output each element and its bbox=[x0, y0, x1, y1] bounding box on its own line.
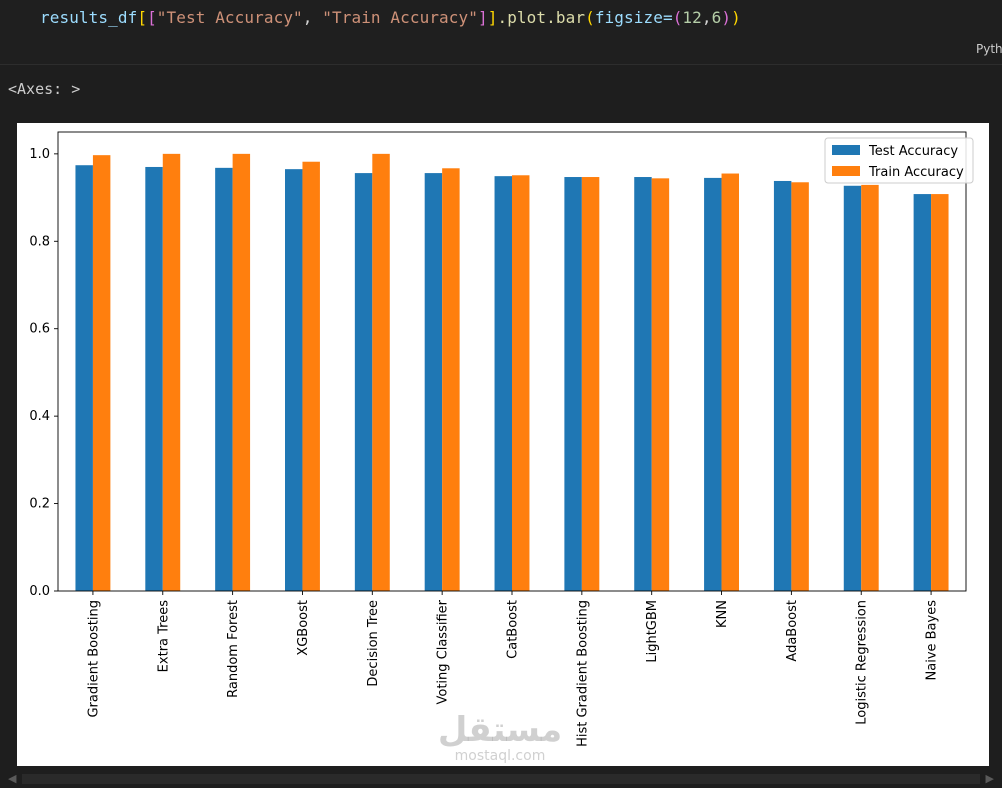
code-keyword-arg: figsize= bbox=[594, 8, 673, 27]
x-tick-label: Voting Classifier bbox=[436, 599, 451, 704]
bar-train-3 bbox=[302, 161, 320, 591]
legend-swatch bbox=[832, 145, 860, 155]
horizontal-scrollbar[interactable]: ◀ ▶ bbox=[0, 771, 1002, 788]
y-tick-label: 0.0 bbox=[29, 584, 50, 599]
x-tick-label: Extra Trees bbox=[156, 600, 171, 673]
y-tick-label: 1.0 bbox=[29, 147, 50, 162]
y-tick-label: 0.8 bbox=[29, 234, 50, 249]
y-tick-label: 0.6 bbox=[29, 322, 50, 337]
code-variable: results_df bbox=[40, 8, 138, 27]
bar-train-11 bbox=[861, 184, 879, 591]
x-tick-label: CatBoost bbox=[506, 600, 521, 659]
code-bracket: ] bbox=[478, 8, 488, 27]
legend-box bbox=[824, 137, 974, 184]
code-bracket: ( bbox=[585, 8, 595, 27]
bar-test-2 bbox=[215, 167, 233, 592]
code-string: "Test Accuracy" bbox=[156, 8, 303, 27]
bar-test-11 bbox=[843, 185, 862, 592]
legend-swatch bbox=[832, 166, 860, 176]
bar-test-0 bbox=[75, 165, 93, 592]
x-tick-label: Hist Gradient Boosting bbox=[575, 600, 590, 747]
code-bracket: ) bbox=[731, 8, 741, 27]
bar-test-4 bbox=[354, 173, 373, 591]
x-tick-label: LightGBM bbox=[645, 600, 660, 663]
code-bracket: ( bbox=[672, 8, 683, 27]
code-method: .plot.bar bbox=[497, 8, 586, 27]
bar-test-7 bbox=[564, 177, 582, 592]
bar-train-6 bbox=[512, 175, 530, 591]
scroll-right-icon[interactable]: ▶ bbox=[985, 772, 994, 785]
bar-train-1 bbox=[162, 153, 181, 591]
bar-train-8 bbox=[651, 178, 670, 591]
code-bracket: [ bbox=[147, 8, 157, 27]
y-tick-label: 0.2 bbox=[29, 497, 50, 512]
code-bracket: ) bbox=[721, 8, 732, 27]
x-tick-label: Decision Tree bbox=[366, 600, 381, 687]
bar-test-9 bbox=[704, 177, 722, 591]
code-string: "Train Accuracy" bbox=[322, 8, 478, 27]
bar-train-5 bbox=[442, 168, 460, 592]
bar-train-7 bbox=[581, 177, 600, 592]
code-comma: , bbox=[302, 8, 323, 27]
y-tick-label: 0.4 bbox=[29, 409, 50, 424]
x-tick-label: Naive Bayes bbox=[925, 600, 940, 681]
bar-test-5 bbox=[424, 173, 443, 591]
x-tick-label: Random Forest bbox=[226, 600, 241, 698]
scroll-left-icon[interactable]: ◀ bbox=[8, 772, 17, 785]
output-text: <Axes: > bbox=[8, 80, 81, 98]
bar-chart: 0.0 0.2 0.4 0.6 0.8 1.0 Gradient Boosting Extra… bbox=[29, 131, 974, 747]
x-tick-label: AdaBoost bbox=[785, 600, 800, 662]
bar-train-0 bbox=[92, 155, 111, 591]
code-comma: , bbox=[701, 8, 712, 27]
bar-train-2 bbox=[232, 153, 251, 591]
bar-test-1 bbox=[145, 166, 163, 591]
bar-test-12 bbox=[913, 194, 932, 591]
chart-figure: 0.0 0.2 0.4 0.6 0.8 1.0 Gradient Boosting Extra… bbox=[17, 123, 989, 766]
bar-test-10 bbox=[773, 180, 792, 591]
code-bracket: [ bbox=[137, 8, 148, 27]
bar-train-4 bbox=[372, 153, 390, 591]
bar-test-3 bbox=[285, 169, 303, 591]
language-label[interactable]: Python bbox=[976, 42, 1002, 56]
bar-train-9 bbox=[721, 173, 739, 591]
bar-train-10 bbox=[791, 182, 809, 591]
x-tick-label: Gradient Boosting bbox=[86, 600, 101, 718]
code-cell[interactable]: results_df[["Test Accuracy", "Train Accu… bbox=[0, 0, 1002, 65]
code-number: 12 bbox=[682, 8, 702, 27]
bar-test-8 bbox=[634, 177, 652, 592]
legend-label: Test Accuracy bbox=[868, 144, 958, 159]
code-number: 6 bbox=[711, 8, 722, 27]
x-tick-label: XGBoost bbox=[296, 600, 311, 656]
bar-test-6 bbox=[494, 176, 512, 591]
scrollbar-track[interactable] bbox=[22, 774, 980, 784]
x-tick-label: Logistic Regression bbox=[855, 600, 870, 725]
code-bracket: ] bbox=[487, 8, 498, 27]
legend-label: Train Accuracy bbox=[868, 165, 964, 180]
code-line[interactable]: results_df[["Test Accuracy", "Train Accu… bbox=[40, 8, 741, 27]
x-tick-label: KNN bbox=[715, 600, 730, 628]
bar-train-12 bbox=[931, 194, 949, 591]
